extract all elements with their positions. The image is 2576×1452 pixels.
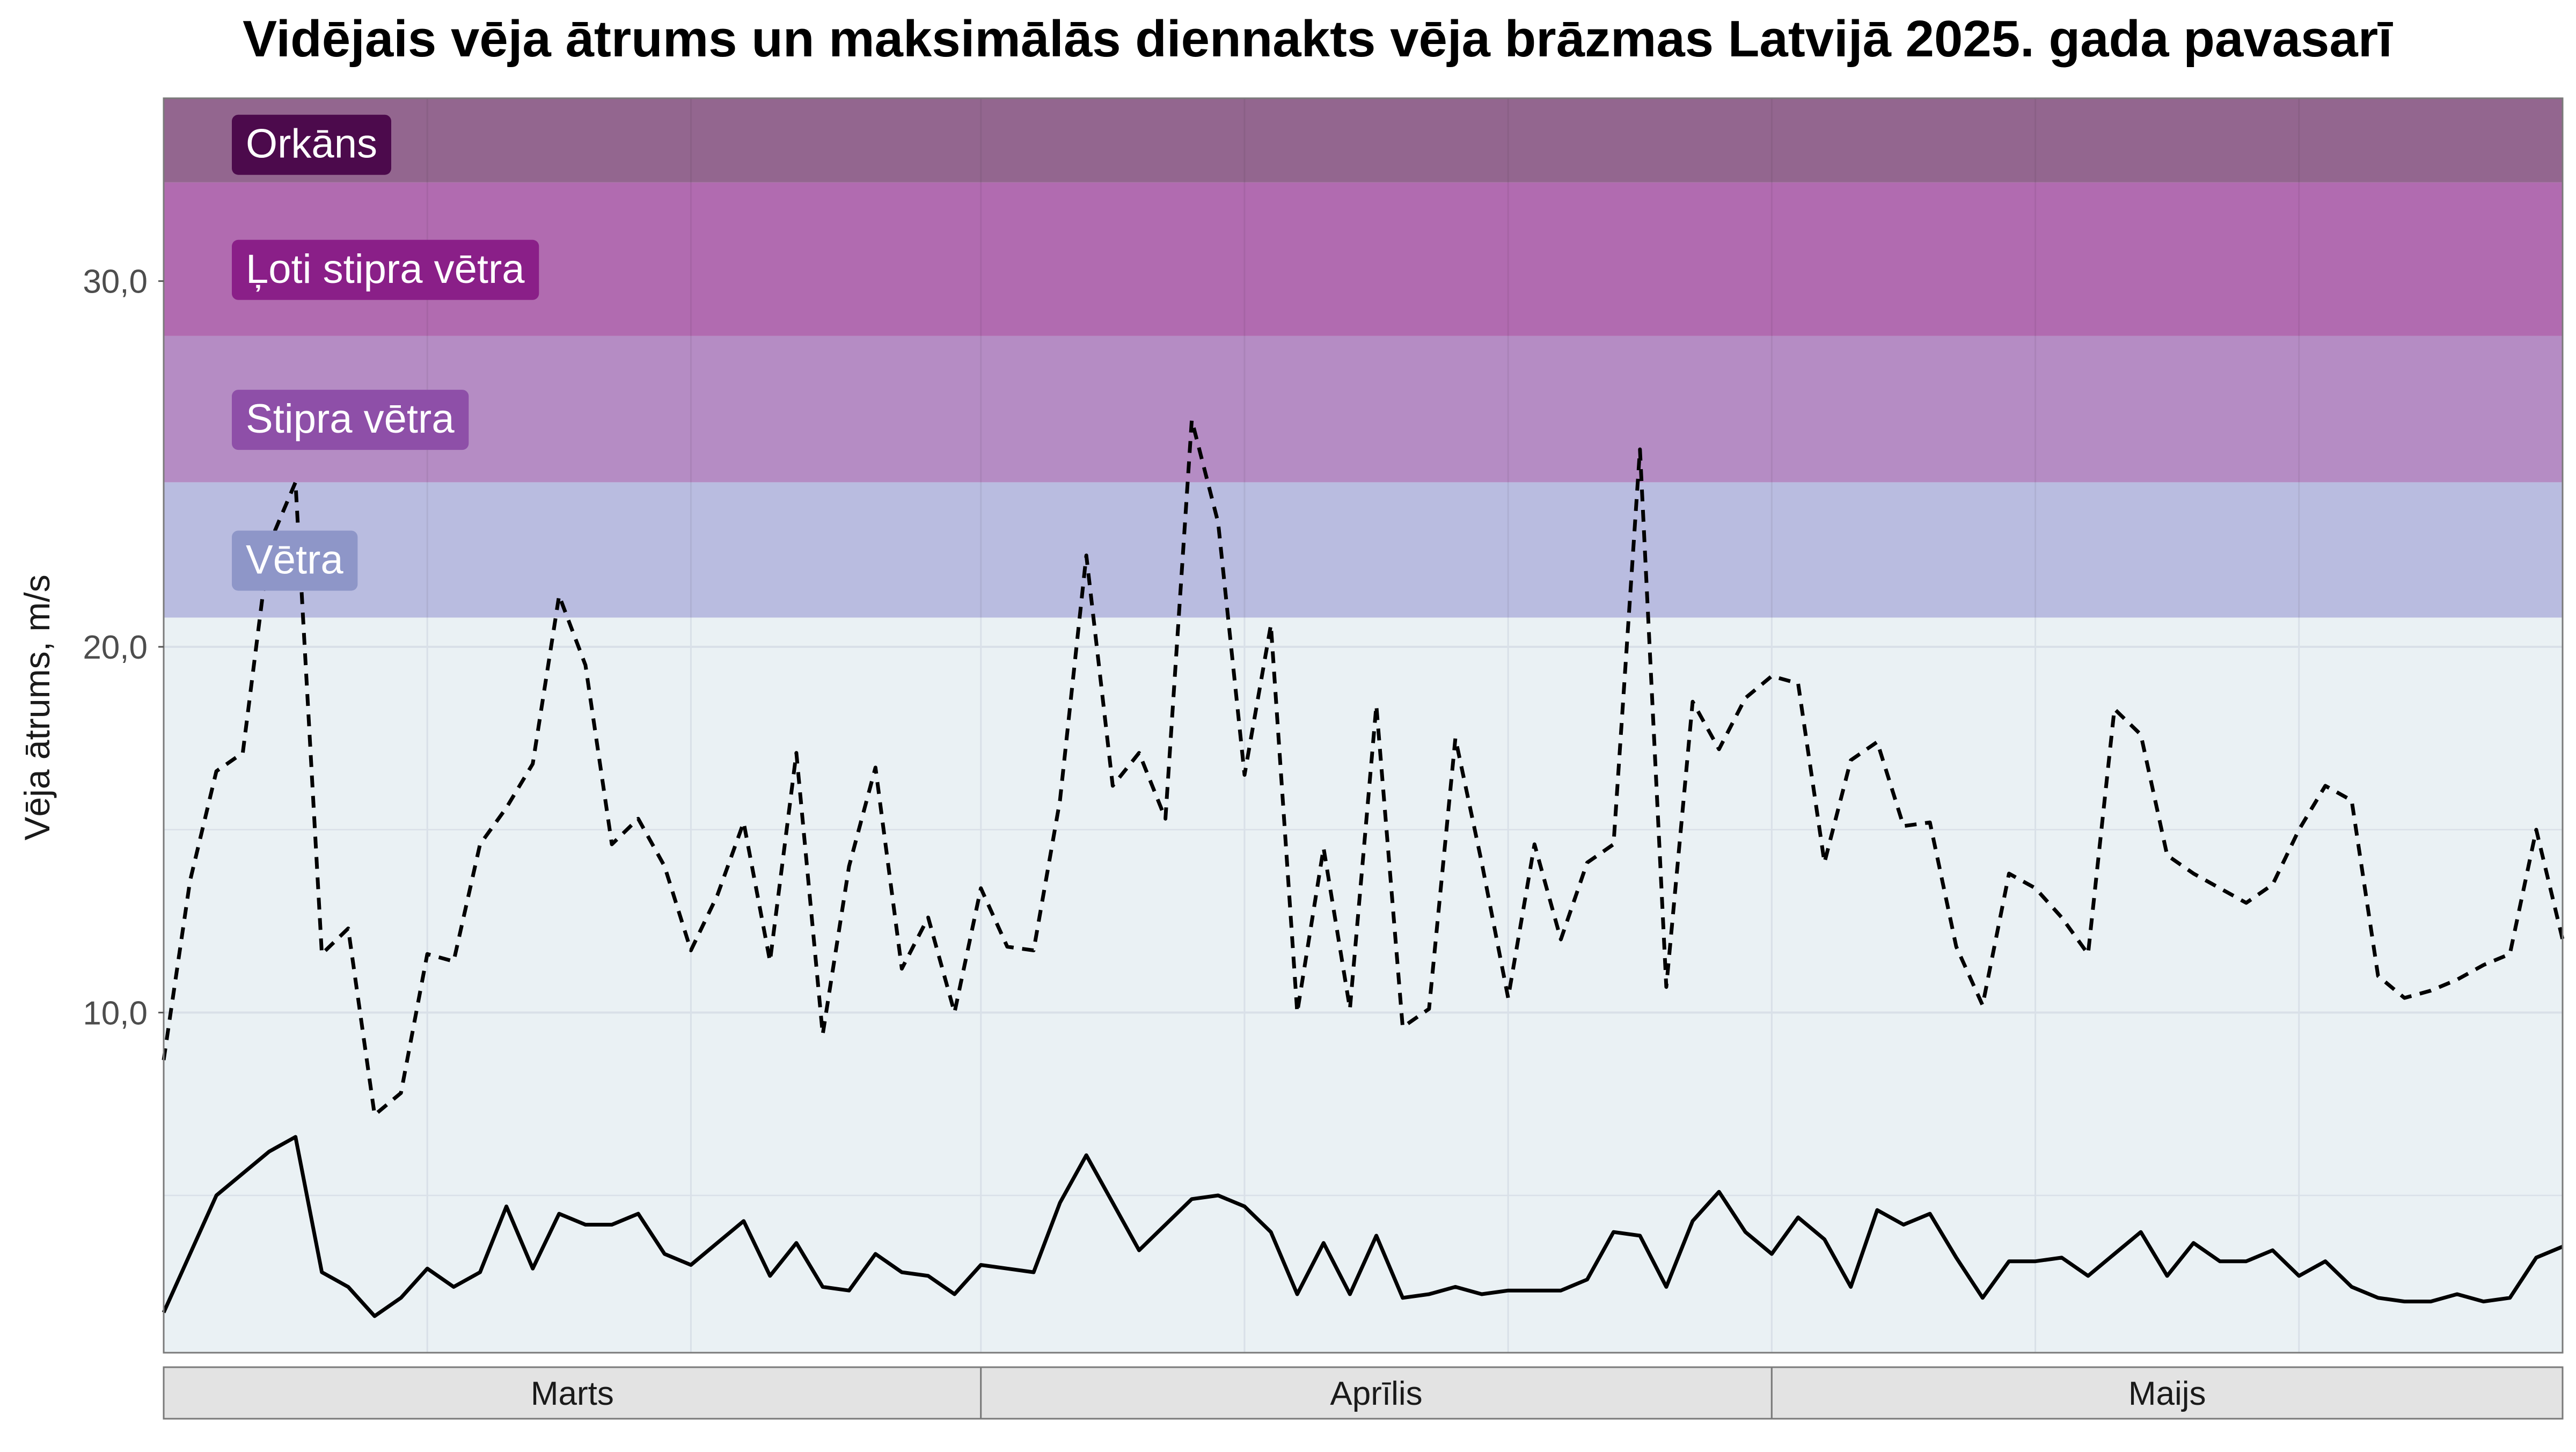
month-strips: Marts Aprīlis Maijs	[163, 1366, 2564, 1420]
gust-series-line	[162, 418, 2565, 1117]
band-label-text: Ļoti stipra vētra	[246, 246, 525, 292]
band-label-box	[232, 530, 358, 591]
month-strip	[1770, 1366, 2564, 1420]
band-area	[164, 182, 2563, 336]
band-label-box	[232, 114, 391, 175]
band-label-text: Orkāns	[246, 121, 377, 167]
chart-title: Vidējais vēja ātrums un maksimālās dienn…	[243, 10, 2393, 68]
band-label-box	[232, 390, 469, 450]
band-area	[164, 482, 2563, 618]
plot-area: Vētra Stipra vētra Ļoti stipra vētra Orkāns…	[83, 97, 2565, 1354]
y-tick-label: 10,0	[83, 995, 148, 1032]
band-area	[164, 98, 2563, 183]
band-label-box	[232, 239, 539, 300]
band-label: Orkāns	[232, 114, 391, 175]
month-strip	[980, 1366, 1773, 1420]
month-label: Marts	[531, 1375, 614, 1412]
band-label: Stipra vētra	[232, 390, 469, 450]
y-axis-label: Vēja ātrums, m/s	[17, 574, 57, 840]
y-tick-label: 30,0	[83, 264, 148, 301]
band-label-text: Vētra	[246, 537, 343, 582]
band-label: Vētra	[232, 530, 358, 591]
y-tick-label: 20,0	[83, 629, 148, 666]
month-label: Aprīlis	[1330, 1375, 1422, 1412]
month-label: Maijs	[2128, 1375, 2206, 1412]
band-label: Ļoti stipra vētra	[232, 239, 539, 300]
band-label-text: Stipra vētra	[246, 396, 455, 442]
panel-border	[163, 97, 2564, 1354]
mean-series-line	[162, 1135, 2564, 1318]
month-strip	[163, 1366, 982, 1420]
band-area	[164, 335, 2563, 483]
